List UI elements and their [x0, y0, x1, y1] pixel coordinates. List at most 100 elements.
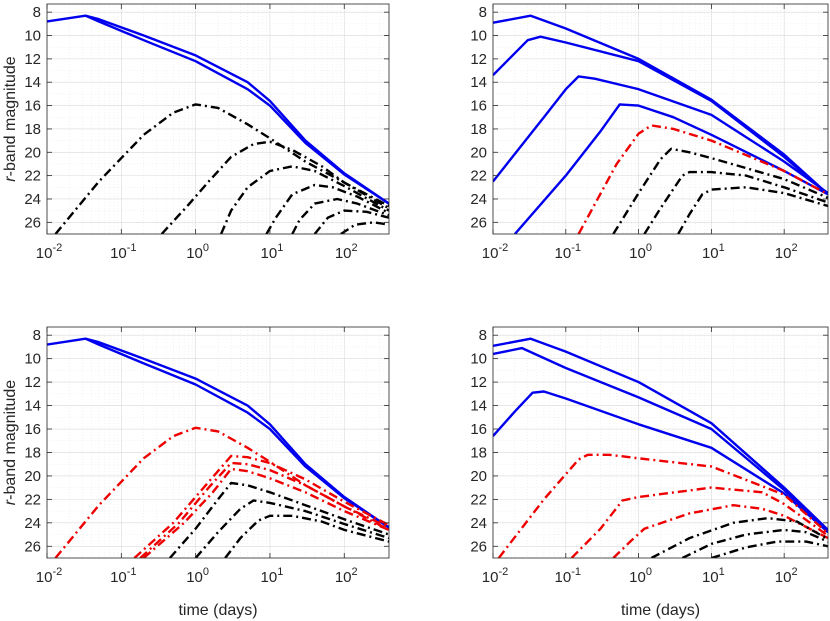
y-tick-label: 12 — [470, 51, 487, 68]
x-tick-label: 10-2 — [482, 566, 508, 586]
red-dashdot-curve-4 — [133, 454, 389, 558]
y-tick-label: 22 — [470, 168, 487, 185]
blue-solid-curve-4 — [513, 103, 828, 234]
y-tick-label: 20 — [470, 468, 487, 485]
x-tick-label: 100 — [186, 242, 209, 262]
x-tick-label: 10-2 — [482, 242, 508, 262]
y-tick-label: 24 — [470, 191, 487, 208]
x-axis-label: time (days) — [178, 602, 257, 619]
x-tick-label: 10-1 — [110, 242, 136, 262]
x-tick-label: 101 — [261, 242, 284, 262]
axes-frame — [46, 326, 390, 559]
black-dashdot-curve-8 — [194, 499, 389, 558]
x-tick-label: 10-2 — [36, 242, 62, 262]
y-tick-label: 16 — [24, 421, 41, 438]
x-tick-label: 102 — [775, 566, 798, 586]
x-tick-label: 100 — [629, 566, 652, 586]
series-group — [493, 14, 828, 234]
axes-frame — [492, 3, 829, 235]
black-dashdot-curve-7 — [168, 481, 389, 558]
y-tick-label: 12 — [24, 51, 41, 68]
y-tick-label: 10 — [24, 28, 41, 45]
y-tick-label: 10 — [470, 28, 487, 45]
y-tick-label: 24 — [24, 191, 41, 208]
x-tick-label: 10-1 — [555, 242, 581, 262]
black-dashdot-curve-4 — [160, 140, 389, 234]
black-dashdot-curve-7 — [650, 516, 828, 558]
y-tick-label: 24 — [470, 515, 487, 532]
panel-top-left: 8 10 12 14 16 18 20 22 24 26 10-2 10-1 100 101 102 r-ba… — [2, 3, 390, 262]
red-dashdot-curve-3 — [54, 426, 389, 558]
y-tick-label: 26 — [470, 214, 487, 231]
black-dashdot-curve-9 — [711, 540, 828, 558]
series-group — [47, 337, 389, 558]
red-dashdot-curve-5 — [577, 124, 828, 234]
blue-solid-curve-2 — [493, 35, 828, 196]
x-tick-label: 10-1 — [555, 566, 581, 586]
blue-solid-curve-3 — [493, 390, 828, 534]
y-tick-label: 12 — [470, 374, 487, 391]
y-tick-label: 22 — [470, 491, 487, 508]
series-group — [47, 14, 389, 234]
black-dashdot-curve-6 — [265, 183, 389, 234]
y-tick-label: 20 — [470, 144, 487, 161]
y-tick-label: 18 — [470, 444, 487, 461]
tick-marks — [46, 4, 389, 234]
blue-solid-curve-2 — [493, 346, 828, 532]
blue-solid-curve-2 — [85, 14, 389, 205]
tick-marks — [46, 327, 389, 558]
black-dashdot-curve-5 — [219, 165, 389, 234]
x-tick-label: 100 — [186, 566, 209, 586]
x-tick-label: 10-1 — [110, 566, 136, 586]
black-dashdot-curve-7 — [291, 197, 389, 234]
red-dashdot-curve-4 — [497, 453, 828, 558]
y-tick-label: 22 — [24, 168, 41, 185]
x-tick-label: 100 — [629, 242, 652, 262]
y-tick-label: 14 — [470, 398, 487, 415]
y-tick-label: 20 — [24, 468, 41, 485]
y-tick-label: 18 — [24, 121, 41, 138]
y-tick-label: 14 — [24, 74, 41, 91]
y-axis-label: r-band magnitude — [2, 56, 19, 182]
y-tick-label: 16 — [24, 98, 41, 115]
y-tick-label: 14 — [470, 74, 487, 91]
y-tick-label: 22 — [24, 491, 41, 508]
grid — [46, 327, 390, 559]
y-tick-label: 26 — [24, 538, 41, 555]
y-tick-label: 14 — [24, 398, 41, 415]
panel-bottom-right: 8 10 12 14 16 18 20 22 24 26 10-2 10-1 100 101 102 time… — [470, 326, 829, 619]
series-group — [493, 337, 828, 558]
x-tick-label: 101 — [261, 566, 284, 586]
y-tick-label: 24 — [24, 515, 41, 532]
x-tick-label: 101 — [702, 566, 725, 586]
x-tick-label: 10-2 — [36, 566, 62, 586]
black-dashdot-curve-9 — [224, 514, 389, 558]
y-tick-label: 8 — [479, 327, 487, 344]
blue-solid-curve-3 — [493, 75, 828, 195]
y-tick-label: 26 — [470, 538, 487, 555]
black-dashdot-curve-7 — [643, 170, 828, 234]
y-tick-label: 10 — [24, 351, 41, 368]
axes-frame — [46, 3, 390, 235]
y-tick-label: 16 — [470, 98, 487, 115]
black-dashdot-curve-9 — [340, 221, 389, 234]
y-tick-label: 12 — [24, 374, 41, 391]
tick-marks — [492, 4, 828, 234]
black-dashdot-curve-3 — [54, 103, 389, 234]
axes-frame — [492, 326, 829, 559]
panel-bottom-left: 8 10 12 14 16 18 20 22 24 26 10-2 10-1 100 101 102 r-ba… — [2, 326, 390, 619]
panel-top-right: 8 10 12 14 16 18 20 22 24 26 10-2 10-1 100 101 102 — [470, 3, 829, 262]
y-tick-label: 18 — [24, 444, 41, 461]
y-tick-label: 10 — [470, 351, 487, 368]
black-dashdot-curve-6 — [612, 147, 828, 234]
x-axis-label: time (days) — [621, 602, 700, 619]
y-tick-label: 8 — [479, 4, 487, 21]
tick-marks — [492, 327, 828, 558]
blue-solid-curve-1 — [493, 14, 828, 196]
x-tick-label: 102 — [775, 242, 798, 262]
blue-solid-curve-1 — [493, 337, 828, 531]
y-tick-label: 8 — [33, 327, 41, 344]
red-dashdot-curve-6 — [142, 467, 389, 558]
y-tick-label: 18 — [470, 121, 487, 138]
